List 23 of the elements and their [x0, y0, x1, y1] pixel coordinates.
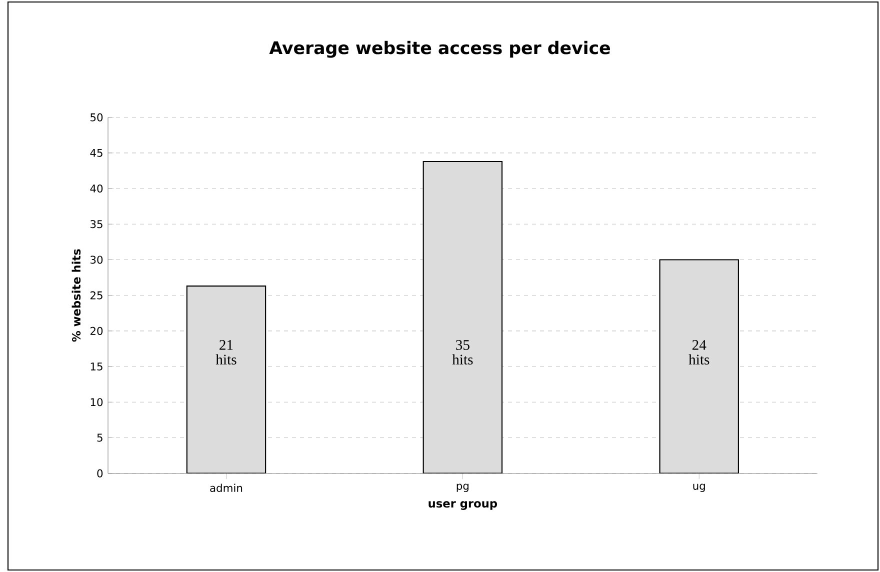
y-tick-label: 5 [97, 434, 102, 442]
x-axis-title: user group [428, 501, 498, 510]
y-tick-label: 35 [90, 220, 102, 228]
annotation: 35 hits [452, 340, 473, 365]
annotation: 21 hits [216, 340, 236, 365]
y-tick-label: 0 [97, 469, 103, 478]
annotation: 24 hits [688, 340, 710, 365]
y-tick-label: 25 [90, 291, 102, 300]
y-axis-title: % website hits [72, 249, 81, 342]
x-tick-label: ug [693, 484, 705, 492]
bar [422, 160, 503, 474]
y-tick-label: 10 [90, 398, 103, 406]
x-tick-label: admin [210, 484, 242, 492]
y-tick-label: 45 [90, 148, 102, 157]
y-tick-label: 40 [90, 184, 103, 193]
x-tick-label: pg [456, 484, 468, 492]
bar [186, 286, 266, 474]
y-tick-label: 30 [90, 256, 103, 264]
y-tick-label: 15 [90, 362, 102, 370]
y-tick-label: 50 [90, 113, 103, 122]
chart-title: Average website access per device [269, 40, 610, 58]
bar [659, 259, 739, 474]
y-tick-label: 20 [90, 326, 103, 335]
